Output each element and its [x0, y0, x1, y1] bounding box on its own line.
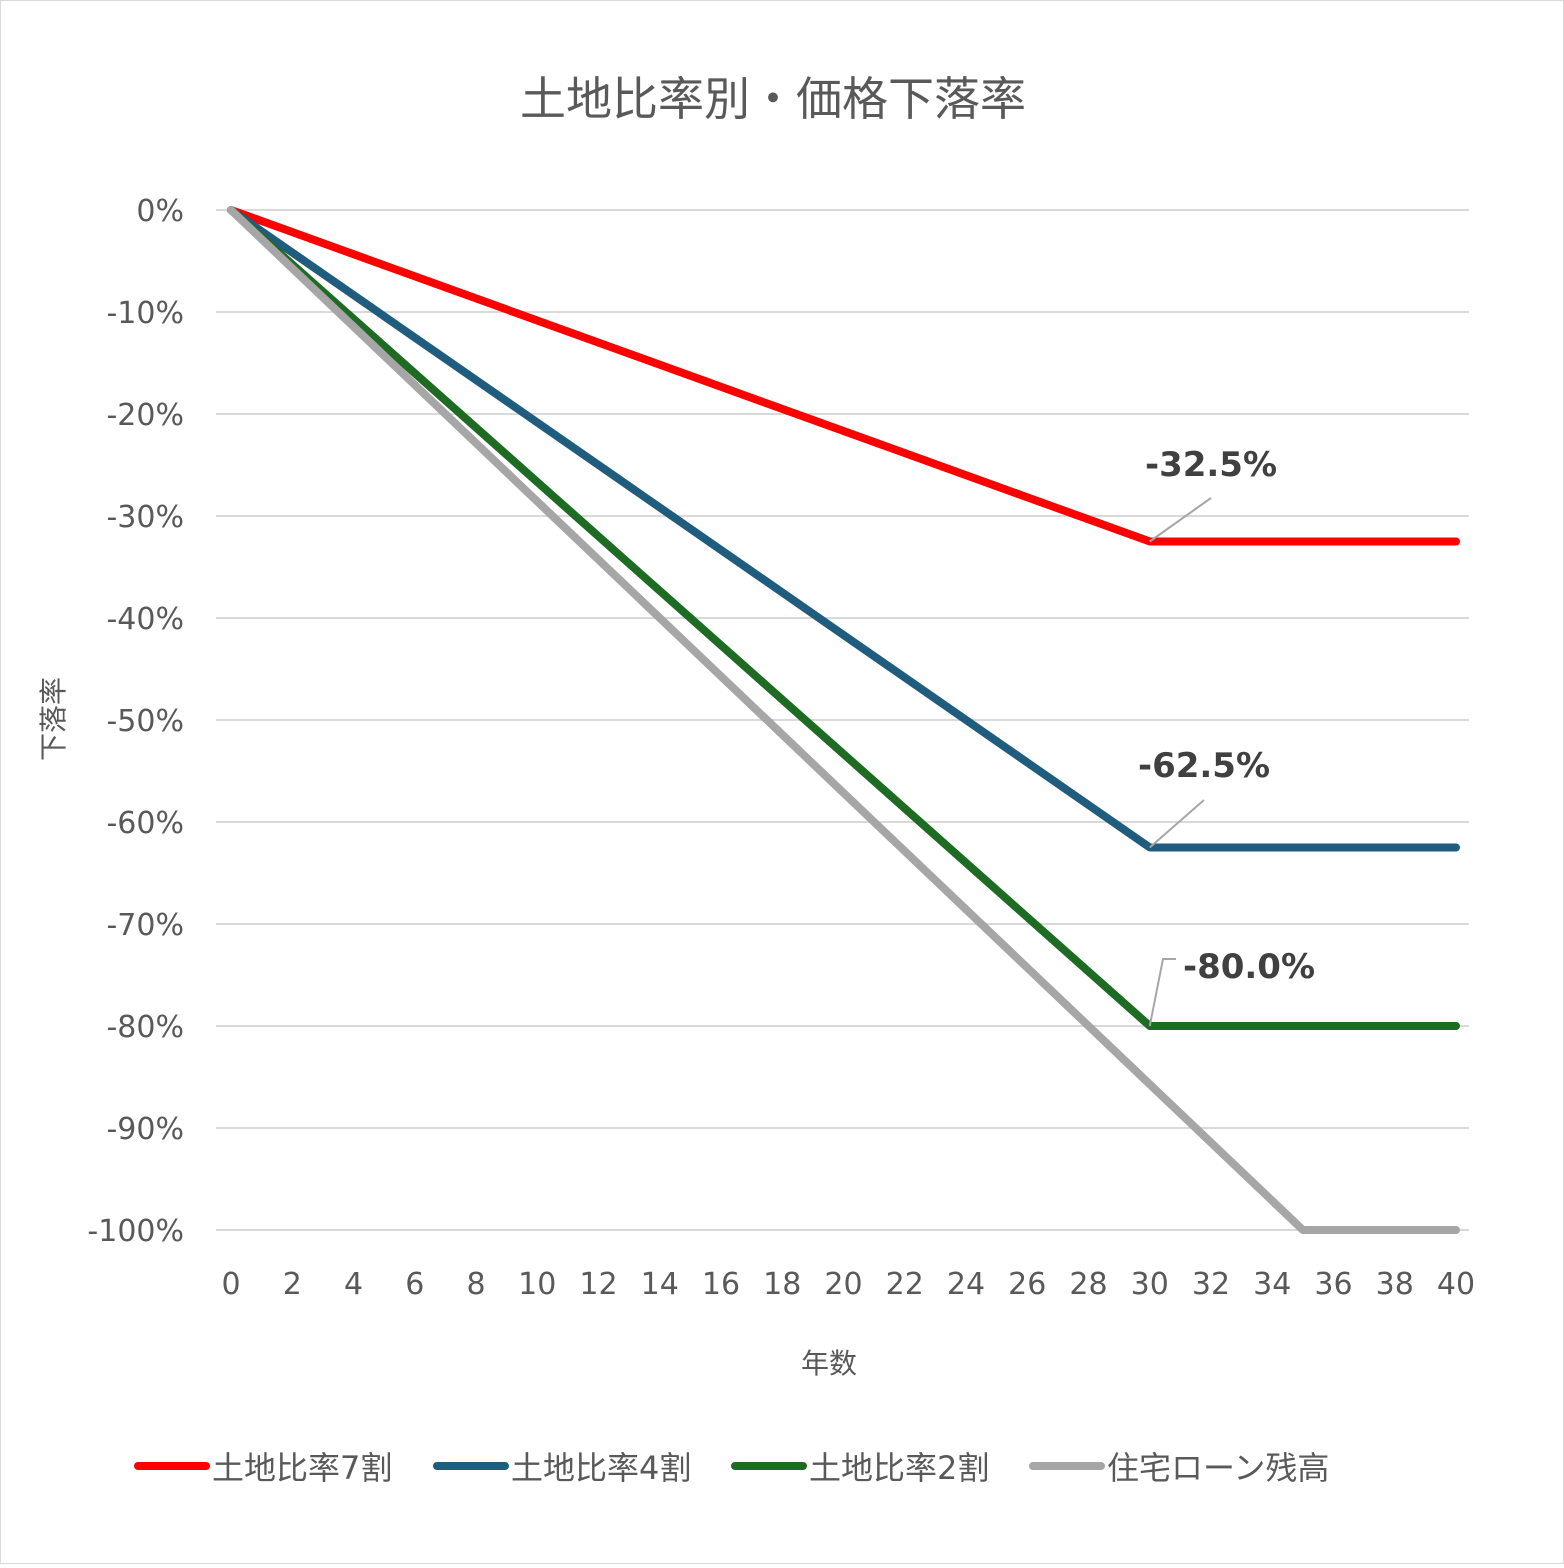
x-tick-label: 38 [1376, 1267, 1414, 1302]
x-tick-label: 26 [1008, 1267, 1046, 1302]
y-tick-label: -60% [106, 806, 184, 841]
y-tick-label: -30% [106, 500, 184, 535]
y-tick-label: -50% [106, 704, 184, 739]
x-tick-label: 4 [344, 1267, 363, 1302]
data-labels: -32.5% -62.5% -80.0% [1138, 445, 1315, 1027]
y-tick-label: -100% [87, 1214, 184, 1249]
legend: 土地比率7割 土地比率4割 土地比率2割 住宅ローン残高 [134, 1449, 1329, 1487]
y-tick-label: -20% [106, 398, 184, 433]
x-tick-label: 16 [702, 1267, 740, 1302]
leader-line [1149, 799, 1205, 849]
y-tick-label: -10% [106, 296, 184, 331]
x-tick-label: 12 [579, 1267, 617, 1302]
x-tick-label: 14 [641, 1267, 679, 1302]
y-tick-label: 0% [136, 194, 184, 229]
leader-line [1148, 958, 1176, 1027]
leader-line [1149, 497, 1212, 543]
legend-label: 住宅ローン残高 [1107, 1449, 1329, 1487]
data-label: -32.5% [1145, 445, 1277, 485]
data-label: -80.0% [1183, 947, 1315, 987]
x-tick-label: 34 [1253, 1267, 1291, 1302]
x-axis-ticks: 0 2 4 6 8 10 12 14 16 18 20 22 24 26 28 30 32 34 36 38 40 [221, 1267, 1475, 1302]
y-tick-label: -70% [106, 908, 184, 943]
x-tick-label: 28 [1069, 1267, 1107, 1302]
x-tick-label: 10 [518, 1267, 556, 1302]
x-tick-label: 40 [1437, 1267, 1475, 1302]
x-axis-label: 年数 [801, 1347, 857, 1380]
x-tick-label: 20 [824, 1267, 862, 1302]
x-tick-label: 2 [283, 1267, 302, 1302]
x-tick-label: 8 [466, 1267, 485, 1302]
x-tick-label: 6 [405, 1267, 424, 1302]
x-tick-label: 22 [886, 1267, 924, 1302]
x-tick-label: 24 [947, 1267, 985, 1302]
legend-label: 土地比率2割 [809, 1449, 989, 1487]
legend-label: 土地比率4割 [511, 1449, 691, 1487]
chart-title: 土地比率別・価格下落率 [520, 72, 1026, 126]
x-tick-label: 36 [1314, 1267, 1352, 1302]
x-tick-label: 18 [763, 1267, 801, 1302]
x-tick-label: 32 [1192, 1267, 1230, 1302]
legend-label: 土地比率7割 [212, 1449, 392, 1487]
y-tick-label: -80% [106, 1010, 184, 1045]
gridlines [216, 209, 1469, 1231]
y-tick-label: -40% [106, 602, 184, 637]
y-axis-label: 下落率 [37, 677, 70, 761]
data-label: -62.5% [1138, 746, 1270, 786]
y-axis-ticks: 0% -10% -20% -30% -40% -50% -60% -70% -80% -90% -1… [87, 194, 184, 1249]
series-line [227, 206, 1460, 1234]
x-tick-label: 0 [221, 1267, 240, 1302]
y-tick-label: -90% [106, 1112, 184, 1147]
x-tick-label: 30 [1131, 1267, 1169, 1302]
